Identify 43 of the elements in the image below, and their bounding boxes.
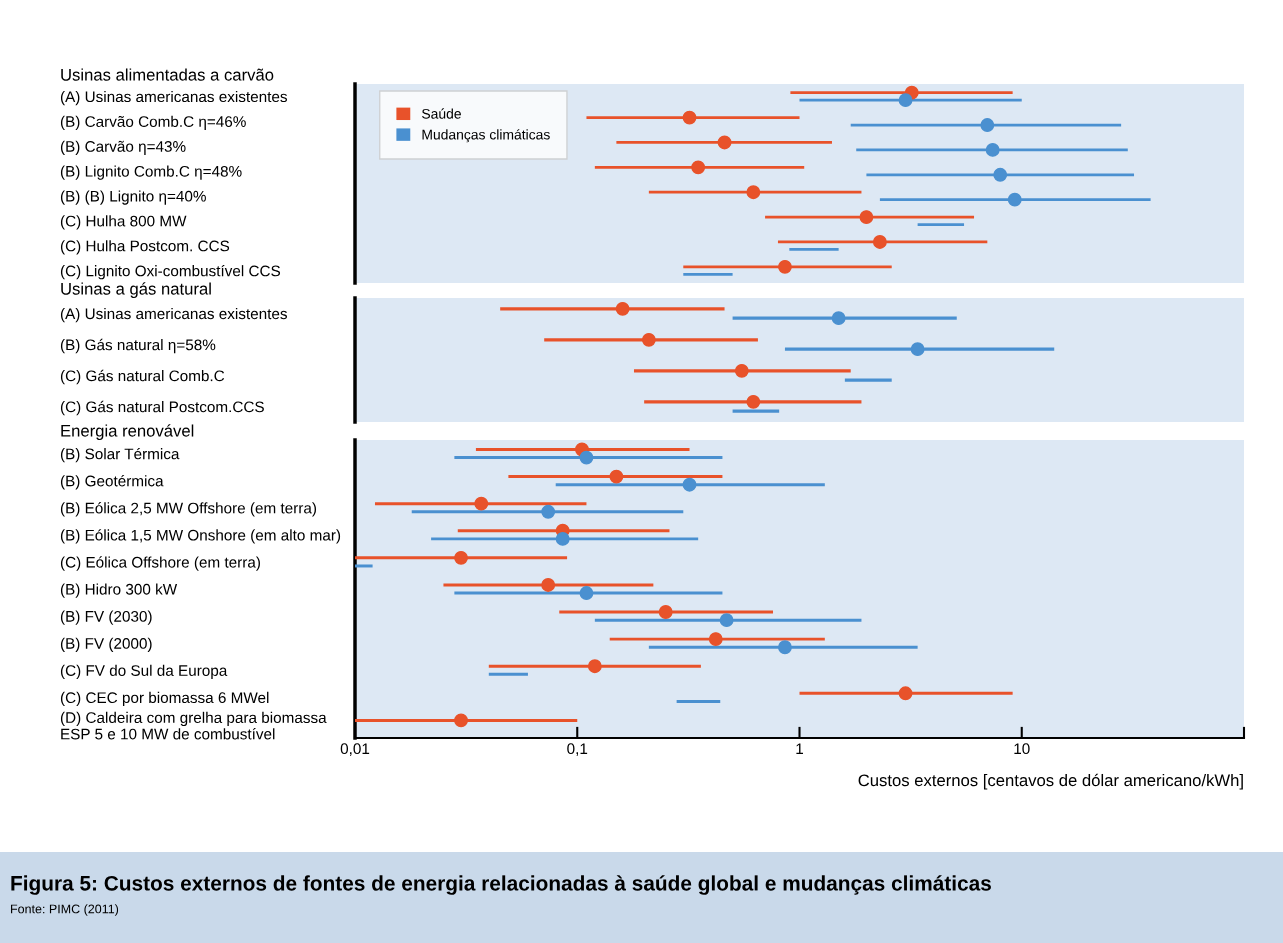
y-tick-label: (C) Eólica Offshore (em terra) — [60, 556, 260, 571]
y-tick-label: (A) Usinas americanas existentes — [60, 90, 287, 106]
x-tick-label: 1 — [796, 743, 803, 754]
bar — [789, 248, 839, 251]
x-axis-title: Custos externos [centavos de dólar americano/kWh] — [858, 773, 1243, 790]
bar — [355, 564, 373, 568]
bar — [683, 272, 733, 276]
bar — [488, 672, 528, 676]
y-tick-label: (B) Hidro 300 kW — [60, 583, 178, 598]
y-tick-label: (B) Lignito Comb.C η=48% — [60, 165, 242, 180]
bar — [732, 409, 780, 413]
y-tick-label: (B) Carvão η=43% — [60, 140, 186, 155]
y-tick-label: (C) CEC por biomassa 6 MWel — [60, 691, 269, 707]
text: Figura 5: Custos externos de fontes de energia relacionadas à saúde global e mudanças climáticas — [11, 875, 991, 895]
bar — [917, 223, 965, 226]
legend-label: Mudanças climáticas — [422, 129, 550, 143]
y-tick-label: (D) Caldeira com grelha para biomassa ESP 5 e 10 MW de combustível — [60, 711, 327, 740]
source-note: Fonte: PIMC (2011) — [11, 904, 119, 916]
y-tick-label: (B) Eólica 2,5 MW Offshore (em terra) — [60, 502, 317, 517]
y-tick-label: (B) Eólica 1,5 MW Onshore (em alto mar) — [60, 529, 341, 544]
text: Usinas a gás natural — [61, 282, 211, 298]
y-tick-label: (C) FV do Sul da Europa — [60, 664, 228, 679]
y-tick-label: (C) Hulha Postcom. CCS — [60, 240, 230, 255]
y-tick-label: (B) Geotérmica — [60, 475, 164, 490]
y-tick-label: (B) FV (2030) — [60, 610, 152, 625]
x-tick-label: 0,1 — [567, 743, 588, 756]
y-tick-label: (B) Carvão Comb.C η=46% — [60, 115, 246, 131]
y-tick-label: (C) Gás natural Postcom.CCS — [60, 400, 264, 416]
legend-label: Saúde — [422, 108, 461, 119]
bar — [676, 699, 721, 703]
y-tick-label: (B) Gás natural η=58% — [60, 338, 216, 354]
x-tick-label: 0,01 — [340, 743, 370, 756]
y-tick-label: (B) Solar Térmica — [60, 447, 180, 463]
y-tick-label: (B) (B) Lignito η=40% — [60, 190, 206, 205]
x-tick-label: 10 — [1014, 743, 1030, 755]
bar — [844, 378, 892, 382]
text: Energia renovável — [61, 424, 194, 440]
y-tick-label: (C) Hulha 800 MW — [60, 215, 187, 230]
text: Usinas alimentadas a carvão — [61, 68, 274, 81]
y-tick-label: (C) Gás natural Comb.C — [60, 369, 225, 385]
y-tick-label: (B) FV (2000) — [60, 637, 152, 652]
y-tick-label: (C) Lignito Oxi-combustível CCS — [60, 264, 281, 280]
y-tick-label: (A) Usinas americanas existentes — [60, 307, 287, 323]
